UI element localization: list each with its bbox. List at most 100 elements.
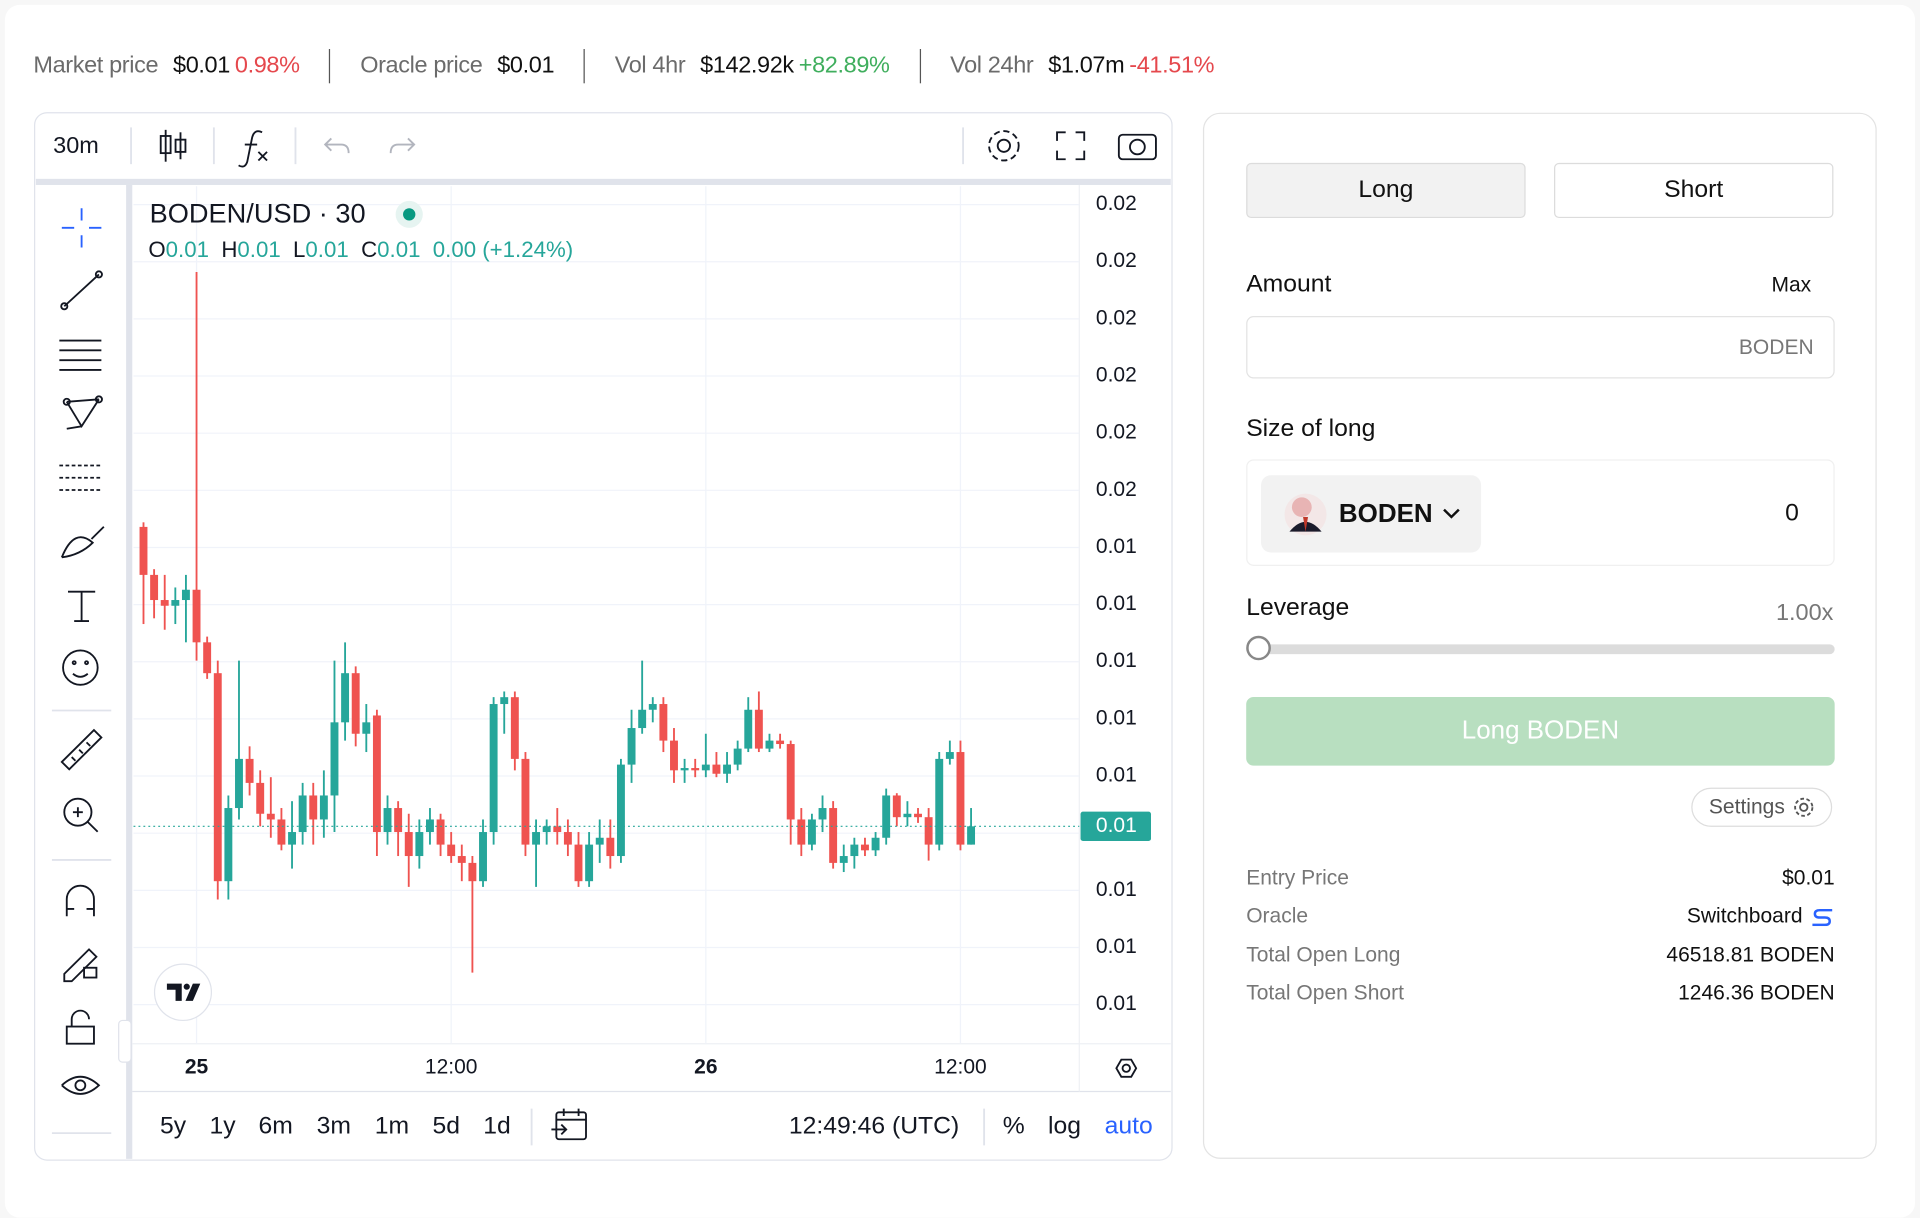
interval[interactable]: 30m: [53, 132, 99, 158]
candle-body: [510, 697, 519, 759]
y-tick-label: 0.01: [1096, 535, 1137, 558]
candle-body: [235, 758, 243, 809]
collapse-toggle[interactable]: [118, 1019, 132, 1063]
candle-body: [383, 808, 392, 833]
candle-body: [776, 740, 785, 745]
range-button[interactable]: 5y: [160, 1113, 187, 1140]
candle-body: [797, 819, 806, 845]
y-tick-label: 0.01: [1096, 649, 1137, 672]
stats-bar: Market price $0.01 0.98% Oracle price $0.01 V…: [33, 49, 1215, 84]
candle-body: [807, 819, 816, 845]
candle-body: [595, 837, 604, 845]
candle-body: [203, 642, 212, 674]
candle-body: [585, 844, 594, 882]
gear-center: [1798, 802, 1809, 812]
info-label: Total Open Long: [1246, 943, 1401, 967]
separator: [329, 49, 331, 84]
toolbar-divider: [35, 178, 1171, 185]
stat-label: Market price: [33, 52, 159, 79]
x-tick-label: 26: [694, 1056, 717, 1079]
info-value-wrap: $0.01: [1782, 866, 1835, 891]
y-tick-label: 0.01: [1096, 706, 1137, 729]
info-label: Entry Price: [1246, 866, 1349, 890]
token-icon: [1284, 493, 1327, 536]
candle-body: [861, 844, 869, 851]
stat-label: Vol 24hr: [950, 52, 1034, 79]
candle-body: [723, 764, 731, 774]
range-button[interactable]: 6m: [259, 1113, 293, 1140]
info-label: Total Open Short: [1246, 981, 1404, 1005]
range-button[interactable]: 1d: [483, 1113, 511, 1140]
y-tick-label: 0.01: [1096, 992, 1137, 1015]
candle-body: [691, 768, 700, 771]
leverage-value: 1.00x: [1775, 600, 1834, 626]
stat: Vol 24hr $1.07m -41.51%: [950, 53, 1214, 80]
bottom-bar: 5y 1y 6m 3m 1m 5d 1d 12:49:46 (UTC)% log auto: [160, 1113, 1153, 1140]
settings-button[interactable]: Settings: [1691, 787, 1833, 827]
leverage-track[interactable]: [1246, 644, 1835, 655]
short-tab[interactable]: Short: [1554, 162, 1834, 219]
candle-body: [924, 817, 933, 845]
candle-body: [245, 758, 254, 783]
candle-body: [160, 600, 169, 606]
stat-change: 0.98%: [234, 52, 300, 79]
date-range-icon[interactable]: [530, 1108, 986, 1146]
candle-body: [670, 740, 678, 771]
candle-body: [171, 600, 180, 606]
info-row: Entry Price $0.01: [1246, 866, 1834, 891]
candle-body: [967, 826, 976, 845]
stat-value: $1.07m: [1048, 52, 1125, 79]
candle-body: [224, 808, 233, 882]
token-name: BODEN: [1338, 499, 1433, 528]
range-button[interactable]: 5d: [433, 1113, 461, 1140]
stat-label: Oracle price: [360, 52, 483, 79]
sidebar-divider: [126, 184, 133, 1159]
y-tick-label: 0.01: [1096, 935, 1137, 958]
amount-input[interactable]: BODEN: [1246, 316, 1835, 379]
candle-body: [150, 574, 159, 601]
candle-body: [436, 819, 445, 845]
chevron-path: [1443, 508, 1460, 519]
stat-change: +82.89%: [798, 52, 890, 79]
candle-body: [298, 795, 307, 833]
percent-button[interactable]: %: [1003, 1113, 1025, 1140]
max-button[interactable]: Max: [1771, 273, 1812, 297]
candle-body: [309, 795, 318, 820]
range-button[interactable]: 1y: [209, 1113, 236, 1140]
auto-button[interactable]: auto: [1105, 1113, 1153, 1140]
symbol: BODEN/USD · 30: [150, 198, 366, 229]
range-button[interactable]: 1m: [375, 1113, 409, 1140]
info-label: Oracle: [1246, 904, 1309, 928]
candle-body: [266, 813, 275, 820]
y-tick-label: 0.02: [1096, 249, 1137, 272]
range-button[interactable]: 3m: [317, 1113, 351, 1140]
candle-body: [394, 808, 403, 833]
leverage-knob[interactable]: [1246, 635, 1271, 661]
axis-settings-icon[interactable]: [1115, 1058, 1138, 1078]
gear-ring: [1793, 797, 1813, 817]
ohlc-change: 0.00 (+1.24%): [433, 237, 573, 262]
chart: 30m 0.02 0.02 0.02 0.02 0.02 0.02 0.01 0.01 0.01…: [33, 112, 1173, 1161]
candle-body: [192, 589, 201, 643]
last-price-label: 0.01: [1096, 814, 1137, 837]
submit-button[interactable]: Long BODEN: [1246, 697, 1835, 766]
candle-body: [871, 837, 880, 851]
candle-body: [945, 752, 954, 759]
amount-unit: BODEN: [1738, 335, 1814, 359]
info-row: Oracle Switchboard: [1246, 904, 1834, 929]
amount-label: Amount: [1246, 270, 1332, 298]
y-tick-label: 0.01: [1096, 878, 1137, 901]
long-tab[interactable]: Long: [1246, 162, 1526, 219]
candle-body: [659, 704, 668, 741]
candle-body: [882, 795, 891, 838]
candle-body: [553, 826, 562, 833]
token-select[interactable]: BODEN: [1261, 475, 1482, 553]
stat: Market price $0.01 0.98%: [33, 52, 300, 80]
log-button[interactable]: log: [1048, 1113, 1081, 1140]
candle-body: [892, 795, 901, 818]
ohlc-legend: O0.01 H0.01 L0.01 C0.01 0.00 (+1.24%): [148, 237, 573, 262]
leverage-label: Leverage: [1246, 594, 1350, 622]
stat-value: $142.92k: [700, 52, 794, 79]
